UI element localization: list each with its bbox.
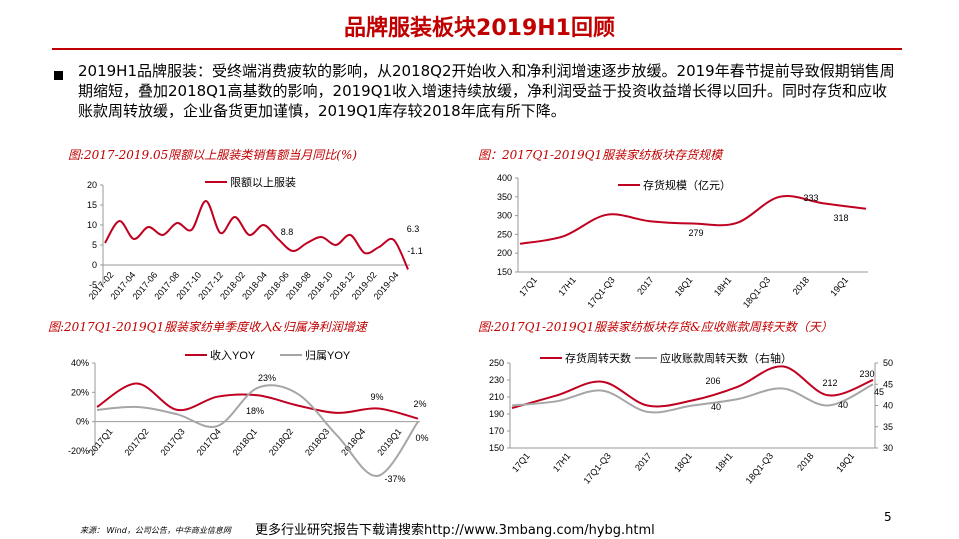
y-tick-label: 400 [497, 173, 512, 183]
data-label: 40 [838, 400, 848, 410]
x-tick-label: 2017Q1 [86, 427, 114, 458]
series-line-1 [96, 382, 419, 420]
source-note: 来源： Wind，公司公告，中华商业信息网 [80, 526, 231, 535]
x-tick-label: 18Q1 [673, 275, 695, 298]
x-tick-label: 2018Q2 [267, 427, 295, 458]
y-tick-label: 20 [87, 180, 97, 190]
data-label: 8.8 [281, 227, 294, 237]
legend-label: 存货规模（亿元） [643, 178, 731, 192]
y-tick-label: 350 [497, 192, 512, 202]
data-label: 6.3 [407, 224, 420, 234]
y-tick-label: 300 [497, 211, 512, 221]
x-tick-label: 17H1 [551, 451, 572, 474]
y-tick-label: 10 [87, 220, 97, 230]
y-tick-label: 5 [92, 240, 97, 250]
bullet-square-icon [54, 71, 63, 80]
x-tick-label: 17Q1 [510, 451, 532, 474]
y-tick-label: 200 [497, 248, 512, 258]
data-label: 318 [833, 213, 848, 223]
retail-sales-yoy-chart: -5051015202017-022017-042017-062017-0820… [87, 176, 423, 302]
title-divider [52, 48, 902, 50]
y-tick-label: 150 [497, 267, 512, 277]
data-label: 2% [413, 399, 426, 409]
data-label: 9% [370, 392, 383, 402]
y-tick-label: 40% [71, 358, 89, 368]
legend-label: 收入YOY [210, 348, 256, 362]
data-label: 23% [258, 373, 276, 383]
y-tick-label: -5 [89, 280, 97, 290]
data-label: 230 [859, 369, 874, 379]
x-tick-label: 18Q1-Q3 [744, 451, 775, 486]
x-tick-label: 2017 [633, 451, 654, 473]
series-line-1 [511, 365, 874, 410]
x-tick-label: 17Q1 [517, 275, 539, 298]
page-number: 5 [884, 510, 892, 524]
x-tick-label: 17Q1-Q3 [581, 451, 612, 486]
x-tick-label: 2017Q3 [159, 427, 187, 458]
x-tick-label: 18Q1 [672, 451, 694, 474]
legend-label: 限额以上服装 [230, 176, 296, 189]
data-label: 40 [711, 402, 721, 412]
series-line-1 [104, 200, 409, 270]
y-tick-label: 250 [489, 358, 504, 368]
chart2-caption: 图：2017Q1-2019Q1服装家纺板块存货规模 [478, 148, 723, 162]
x-tick-label: 18H1 [712, 275, 733, 298]
y-tick-label: 150 [489, 443, 504, 453]
x-tick-label: 17H1 [556, 275, 577, 298]
y-tick-label: 0% [76, 417, 89, 427]
y-tick-label: 250 [497, 229, 512, 239]
data-label: 18% [246, 406, 264, 416]
download-link[interactable]: 更多行业研究报告下载请搜索http://www.3mbang.com/hybg.… [255, 523, 655, 538]
y2-tick-label: 50 [883, 358, 893, 368]
chart4-caption: 图:2017Q1-2019Q1服装家纺板块存货&应收账款周转天数（天） [478, 320, 833, 334]
legend-label: 归属YOY [305, 348, 351, 362]
x-tick-label: 18Q1-Q3 [741, 275, 772, 310]
data-label: -37% [384, 474, 405, 484]
y-tick-label: 0 [92, 260, 97, 270]
x-tick-label: 19Q1 [834, 451, 856, 474]
y-tick-label: 190 [489, 409, 504, 419]
series-line-1 [519, 195, 867, 245]
y-tick-label: 170 [489, 426, 504, 436]
legend-label: 应收账款周转天数（右轴） [660, 351, 792, 365]
chart3-caption: 图:2017Q1-2019Q1服装家纺单季度收入&归属净利润增速 [48, 320, 367, 334]
series-line-2 [511, 383, 874, 414]
chart1-caption: 图:2017-2019.05限额以上服装类销售额当月同比(%) [68, 148, 358, 162]
y-tick-label: 20% [71, 387, 89, 397]
x-tick-label: 17Q1-Q3 [585, 275, 616, 310]
data-label: 45 [874, 387, 884, 397]
y2-tick-label: 30 [883, 443, 893, 453]
y-tick-label: 210 [489, 392, 504, 402]
turnover-days-chart: 150 170 190 210 230 250 30 35 40 45 50 17Q1 17H1 17Q1… [489, 351, 893, 486]
data-label: 206 [705, 376, 720, 386]
data-label: 333 [803, 193, 818, 203]
x-tick-label: 2017Q4 [195, 427, 223, 458]
page-title: 品牌服装板块2019H1回顾 [344, 16, 615, 41]
x-tick-label: 2018Q3 [303, 427, 331, 458]
data-label: 0% [415, 433, 428, 443]
data-label: -1.1 [407, 246, 423, 256]
data-label: 279 [688, 228, 703, 238]
x-tick-label: 2018 [795, 451, 816, 473]
summary-paragraph: 2019H1品牌服装：受终端消费疲软的影响，从2018Q2开始收入和净利润增速逐… [78, 62, 895, 120]
revenue-profit-growth-chart: -20% 0% 20% 40% 2017Q1 2017Q2 2017Q3 2017Q4 2018… [68, 348, 429, 484]
x-tick-label: 18H1 [713, 451, 734, 474]
x-tick-label: 2018Q1 [231, 427, 259, 458]
x-tick-label: 19Q1 [828, 275, 850, 298]
x-tick-label: 2018 [791, 275, 812, 297]
y2-tick-label: 40 [883, 401, 893, 411]
legend-label: 存货周转天数 [565, 351, 631, 365]
y-tick-label: -20% [68, 446, 89, 456]
series-line-2 [96, 384, 419, 477]
data-label: 212 [822, 378, 837, 388]
y-tick-label: 230 [489, 375, 504, 385]
x-tick-label: 2017Q2 [122, 427, 150, 458]
y-tick-label: 15 [87, 200, 97, 210]
y2-tick-label: 35 [883, 422, 893, 432]
x-tick-label: 2017 [635, 275, 656, 297]
y2-tick-label: 45 [883, 379, 893, 389]
inventory-scale-chart: 150 200 250 300 350 400 17Q1 17H1 17Q1-Q3 2017 18Q… [497, 173, 868, 310]
